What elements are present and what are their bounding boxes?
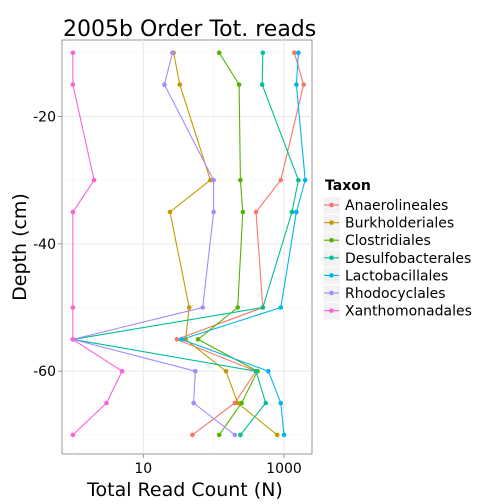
legend-label-burkholderiales: Burkholderiales xyxy=(345,216,454,232)
legend-label-lactobacillales: Lactobacillales xyxy=(345,268,448,284)
legend-key-point xyxy=(329,290,334,296)
data-point-anaerolineales xyxy=(253,209,259,215)
data-point-rhodocyclales xyxy=(162,82,167,87)
data-point-anaerolineales xyxy=(291,50,297,56)
legend-item-clostridiales: Clostridiales xyxy=(322,231,431,250)
legend-key-point xyxy=(329,237,334,243)
data-point-xanthomonadales xyxy=(70,305,76,310)
legend-title: Taxon xyxy=(325,178,371,194)
data-point-desulfobacterales xyxy=(260,305,266,310)
data-point-xanthomonadales xyxy=(70,82,76,87)
data-point-xanthomonadales xyxy=(70,432,76,438)
data-point-clostridiales xyxy=(216,50,222,56)
data-point-burkholderiales xyxy=(223,368,229,374)
data-point-xanthomonadales xyxy=(70,209,76,215)
legend-label-xanthomonadales: Xanthomonadales xyxy=(345,304,472,320)
series-lactobacillales xyxy=(179,50,308,438)
series-xanthomonadales xyxy=(70,50,125,438)
legend-label-rhodocyclales: Rhodocyclales xyxy=(345,286,446,302)
y-tick-label: -40 xyxy=(33,237,56,253)
data-point-lactobacillales xyxy=(294,82,299,87)
data-point-xanthomonadales xyxy=(104,400,109,406)
data-point-desulfobacterales xyxy=(259,82,265,87)
data-point-xanthomonadales xyxy=(70,50,76,56)
legend-key-point xyxy=(329,273,334,278)
data-point-desulfobacterales xyxy=(238,432,243,438)
data-point-burkholderiales xyxy=(235,400,241,406)
legend-item-rhodocyclales: Rhodocyclales xyxy=(322,284,446,303)
legend-label-clostridiales: Clostridiales xyxy=(345,233,431,249)
data-point-desulfobacterales xyxy=(253,368,259,374)
data-point-lactobacillales xyxy=(278,400,284,406)
data-point-clostridiales xyxy=(195,337,201,342)
series-clostridiales xyxy=(195,50,260,438)
data-point-anaerolineales xyxy=(174,337,180,342)
data-point-lactobacillales xyxy=(266,368,271,374)
data-point-xanthomonadales xyxy=(91,177,97,183)
data-point-burkholderiales xyxy=(167,209,173,215)
data-point-burkholderiales xyxy=(177,82,183,87)
y-axis-ticks: -20 -40 -60 xyxy=(33,109,62,380)
data-point-clostridiales xyxy=(239,400,244,406)
data-point-lactobacillales xyxy=(302,177,308,183)
data-point-xanthomonadales xyxy=(70,337,76,342)
data-point-clostridiales xyxy=(238,177,243,183)
chart-title: 2005b Order Tot. reads xyxy=(63,17,316,42)
data-point-clostridiales xyxy=(216,432,222,438)
data-point-rhodocyclales xyxy=(211,177,216,183)
legend-label-desulfobacterales: Desulfobacterales xyxy=(345,251,471,267)
data-point-rhodocyclales xyxy=(232,432,238,438)
data-point-lactobacillales xyxy=(296,50,301,56)
x-tick-label: 10 xyxy=(134,461,152,477)
y-axis-title: Depth (cm) xyxy=(9,193,31,301)
data-point-lactobacillales xyxy=(179,337,184,342)
data-point-desulfobacterales xyxy=(263,400,269,406)
data-point-clostridiales xyxy=(235,305,241,310)
data-point-clostridiales xyxy=(240,209,246,215)
data-point-lactobacillales xyxy=(281,432,287,438)
legend-item-lactobacillales: Lactobacillales xyxy=(322,267,448,285)
data-point-desulfobacterales xyxy=(289,209,295,215)
y-tick-label: -20 xyxy=(33,109,56,125)
data-point-desulfobacterales xyxy=(296,177,301,183)
data-point-anaerolineales xyxy=(301,82,306,87)
data-point-xanthomonadales xyxy=(119,368,125,374)
legend-key-point xyxy=(329,255,334,261)
legend-key-point xyxy=(329,202,334,208)
series-layer xyxy=(70,50,308,438)
data-point-burkholderiales xyxy=(274,432,280,438)
legend-item-anaerolineales: Anaerolineales xyxy=(322,196,448,215)
data-point-lactobacillales xyxy=(294,209,299,215)
data-point-rhodocyclales xyxy=(200,305,206,310)
legend: Taxon Anaerolineales BurkholderialesClost… xyxy=(322,178,472,320)
legend-item-desulfobacterales: Desulfobacterales xyxy=(322,249,471,268)
y-tick-label: -60 xyxy=(33,364,56,380)
series-burkholderiales xyxy=(167,50,280,438)
data-point-rhodocyclales xyxy=(193,368,198,374)
data-point-rhodocyclales xyxy=(170,50,175,56)
x-tick-label: 1000 xyxy=(266,461,302,477)
data-point-rhodocyclales xyxy=(191,400,196,406)
data-point-lactobacillales xyxy=(278,305,284,310)
data-point-burkholderiales xyxy=(186,305,192,310)
x-axis-title: Total Read Count (N) xyxy=(86,479,283,501)
data-point-desulfobacterales xyxy=(260,50,266,56)
legend-item-burkholderiales: Burkholderiales xyxy=(322,214,454,232)
data-point-anaerolineales xyxy=(278,177,284,183)
legend-key-point xyxy=(329,220,334,225)
legend-item-xanthomonadales: Xanthomonadales xyxy=(322,302,472,320)
legend-key-point xyxy=(329,308,334,313)
data-point-clostridiales xyxy=(236,82,242,87)
data-point-rhodocyclales xyxy=(211,209,216,215)
x-axis-ticks: 10 1000 xyxy=(134,454,302,477)
legend-label-anaerolineales: Anaerolineales xyxy=(345,198,448,214)
data-point-burkholderiales xyxy=(208,177,213,183)
plot-panel xyxy=(61,39,313,455)
data-point-anaerolineales xyxy=(190,432,195,438)
